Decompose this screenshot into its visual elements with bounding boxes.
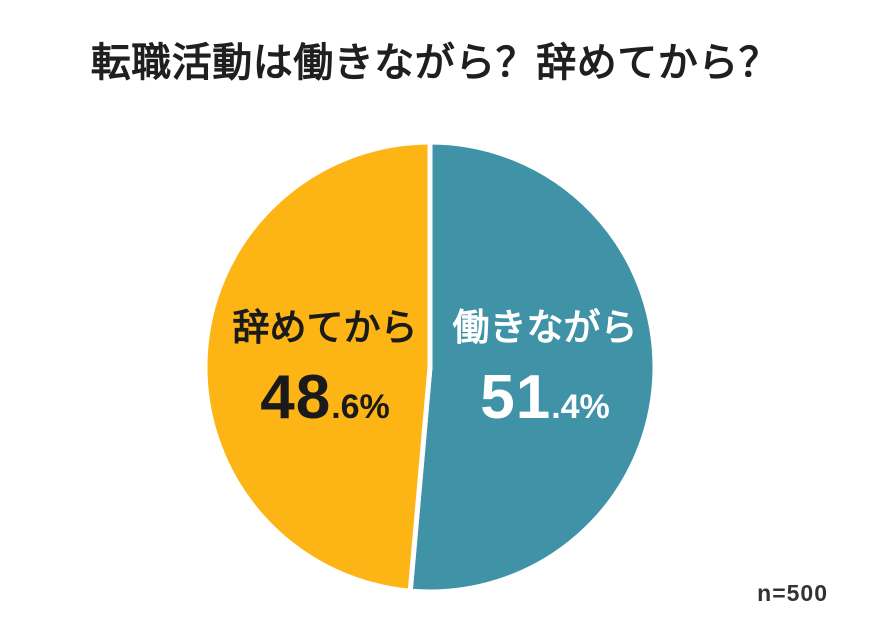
slice-value: 48.6% <box>233 366 418 429</box>
pie-slice-0 <box>407 139 658 595</box>
sample-size-note: n=500 <box>757 580 828 606</box>
slice-label: 辞めてから <box>232 307 418 348</box>
chart-title: 転職活動は働きながら？辞めてから？ <box>90 41 780 85</box>
slice-label: 働きながら <box>452 307 638 348</box>
slice-annotation-after-quitting: 辞めてから 48.6% <box>233 307 418 429</box>
pie-chart: 働きながら 51.4% 辞めてから 48.6% <box>202 139 658 595</box>
slice-value: 51.4% <box>453 366 638 429</box>
slice-value-decimal: .4% <box>551 387 610 426</box>
slice-annotation-while-working: 働きながら 51.4% <box>453 307 638 429</box>
slice-value-integer: 51 <box>480 362 552 432</box>
slice-value-decimal: .6% <box>331 387 390 426</box>
pie-slice-1 <box>202 139 433 594</box>
slice-value-integer: 48 <box>260 362 332 432</box>
pie-svg <box>202 139 658 595</box>
